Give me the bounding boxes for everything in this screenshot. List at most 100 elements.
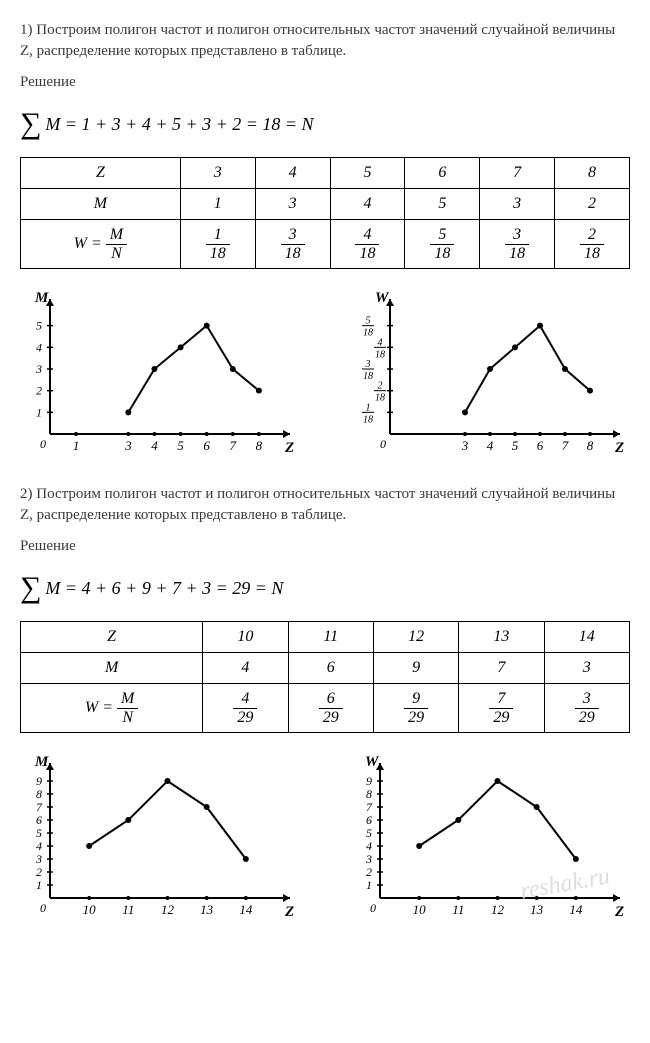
cell-header-z: Z — [21, 158, 181, 189]
problem2-charts: 01011121314123456789MZ 01011121314123456… — [20, 753, 630, 928]
cell: 929 — [373, 684, 458, 733]
svg-text:1: 1 — [36, 406, 42, 420]
svg-text:3: 3 — [365, 852, 372, 866]
svg-text:11: 11 — [122, 902, 134, 917]
problem1-formula: ∑ M = 1 + 3 + 4 + 5 + 3 + 2 = 18 = N — [20, 107, 630, 141]
cell: 12 — [373, 622, 458, 653]
cell: 8 — [555, 158, 630, 189]
cell: 318 — [480, 220, 555, 269]
svg-text:0: 0 — [370, 901, 376, 915]
cell: 629 — [288, 684, 373, 733]
svg-text:6: 6 — [36, 813, 42, 827]
svg-text:9: 9 — [36, 774, 42, 788]
cell-header-w: W = MN — [21, 684, 203, 733]
table-row: M 4 6 9 7 3 — [21, 653, 630, 684]
svg-text:18: 18 — [375, 393, 385, 404]
svg-text:5: 5 — [36, 319, 42, 333]
svg-text:7: 7 — [562, 438, 569, 453]
svg-text:7: 7 — [36, 800, 43, 814]
table-row: M 1 3 4 5 3 2 — [21, 189, 630, 220]
chart-m2: 01011121314123456789MZ — [20, 753, 300, 928]
cell-header-m: M — [21, 189, 181, 220]
svg-text:2: 2 — [36, 865, 42, 879]
chart-w2: 01011121314123456789WZ — [350, 753, 630, 928]
cell: 1 — [180, 189, 255, 220]
svg-text:18: 18 — [363, 328, 373, 339]
svg-text:W: W — [375, 290, 390, 306]
table-row: Z 10 11 12 13 14 — [21, 622, 630, 653]
svg-text:4: 4 — [36, 341, 42, 355]
svg-text:7: 7 — [230, 438, 237, 453]
svg-text:3: 3 — [124, 438, 132, 453]
cell: 518 — [405, 220, 480, 269]
svg-text:5: 5 — [512, 438, 519, 453]
svg-text:2: 2 — [366, 865, 372, 879]
svg-text:18: 18 — [375, 350, 385, 361]
svg-text:3: 3 — [461, 438, 469, 453]
cell: 7 — [480, 158, 555, 189]
svg-text:4: 4 — [366, 839, 372, 853]
problem1-charts: 0134567812345MZ 0345678118218318418518WZ — [20, 289, 630, 464]
formula-text: M = 4 + 6 + 9 + 7 + 3 = 29 = N — [45, 578, 283, 599]
svg-text:Z: Z — [284, 440, 294, 456]
svg-text:10: 10 — [83, 902, 97, 917]
svg-text:11: 11 — [452, 902, 464, 917]
cell: 6 — [288, 653, 373, 684]
svg-text:5: 5 — [366, 826, 372, 840]
formula-text: M = 1 + 3 + 4 + 5 + 3 + 2 = 18 = N — [45, 114, 313, 135]
cell-header-m: M — [21, 653, 203, 684]
cell: 4 — [203, 653, 288, 684]
svg-text:13: 13 — [200, 902, 214, 917]
chart-m1: 0134567812345MZ — [20, 289, 300, 464]
cell: 14 — [544, 622, 629, 653]
cell: 4 — [330, 189, 405, 220]
svg-text:18: 18 — [363, 371, 373, 382]
svg-text:4: 4 — [378, 338, 383, 349]
cell: 3 — [480, 189, 555, 220]
svg-text:8: 8 — [36, 787, 42, 801]
svg-text:W: W — [365, 754, 380, 770]
svg-text:5: 5 — [36, 826, 42, 840]
svg-text:9: 9 — [366, 774, 372, 788]
cell-header-z: Z — [21, 622, 203, 653]
svg-text:14: 14 — [239, 902, 253, 917]
cell: 3 — [255, 189, 330, 220]
table-row: W = MN 429 629 929 729 329 — [21, 684, 630, 733]
cell: 329 — [544, 684, 629, 733]
svg-text:8: 8 — [366, 787, 372, 801]
svg-text:18: 18 — [363, 415, 373, 426]
cell: 10 — [203, 622, 288, 653]
cell: 3 — [544, 653, 629, 684]
svg-text:8: 8 — [587, 438, 594, 453]
cell: 418 — [330, 220, 405, 269]
svg-text:5: 5 — [177, 438, 184, 453]
table-row: W = MN 118 318 418 518 318 218 — [21, 220, 630, 269]
svg-text:2: 2 — [378, 381, 383, 392]
cell: 729 — [459, 684, 544, 733]
svg-text:5: 5 — [366, 316, 371, 327]
cell: 429 — [203, 684, 288, 733]
svg-text:6: 6 — [537, 438, 544, 453]
cell: 318 — [255, 220, 330, 269]
cell: 4 — [255, 158, 330, 189]
svg-text:0: 0 — [40, 901, 46, 915]
svg-text:0: 0 — [380, 437, 386, 451]
svg-text:4: 4 — [36, 839, 42, 853]
svg-text:6: 6 — [203, 438, 210, 453]
svg-text:14: 14 — [569, 902, 583, 917]
cell: 5 — [405, 189, 480, 220]
svg-text:Z: Z — [614, 440, 624, 456]
svg-text:8: 8 — [256, 438, 263, 453]
sigma-symbol: ∑ — [20, 107, 41, 141]
svg-text:10: 10 — [413, 902, 427, 917]
svg-text:3: 3 — [35, 852, 42, 866]
problem2-formula: ∑ M = 4 + 6 + 9 + 7 + 3 = 29 = N — [20, 571, 630, 605]
svg-text:1: 1 — [73, 438, 80, 453]
problem1-title: 1) Построим полигон частот и полигон отн… — [20, 20, 630, 62]
table-row: Z 3 4 5 6 7 8 — [21, 158, 630, 189]
svg-text:Z: Z — [614, 904, 624, 920]
svg-text:1: 1 — [366, 878, 372, 892]
svg-text:13: 13 — [530, 902, 544, 917]
cell: 3 — [180, 158, 255, 189]
svg-text:M: M — [34, 754, 49, 770]
